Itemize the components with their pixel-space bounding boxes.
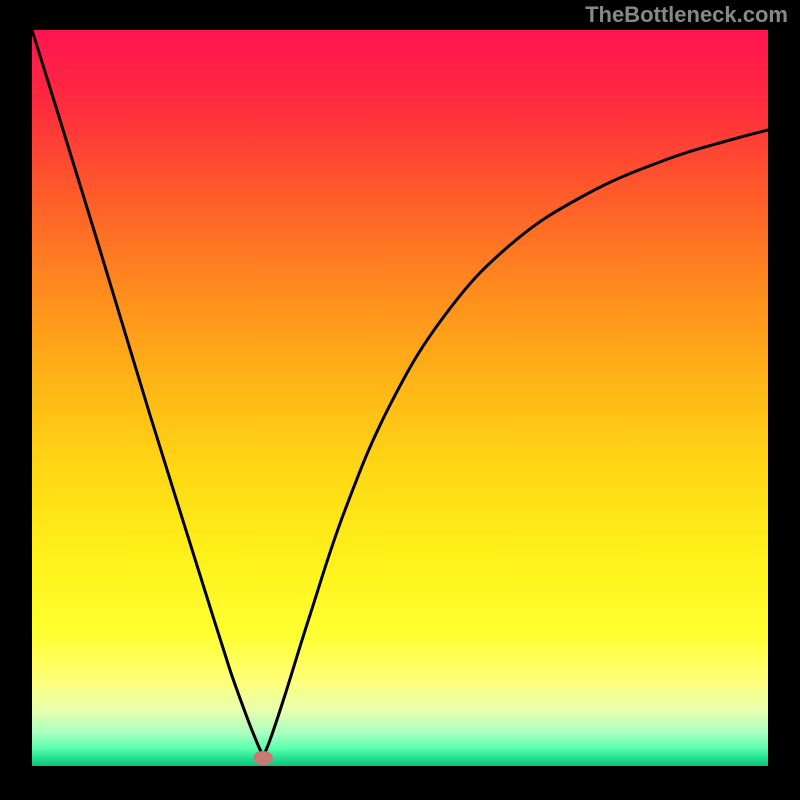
bottleneck-curve: [32, 30, 768, 766]
curve-path: [32, 30, 768, 756]
minimum-marker: [253, 751, 273, 765]
plot-area: [32, 30, 768, 766]
chart-container: TheBottleneck.com: [0, 0, 800, 800]
watermark-text: TheBottleneck.com: [585, 2, 788, 28]
